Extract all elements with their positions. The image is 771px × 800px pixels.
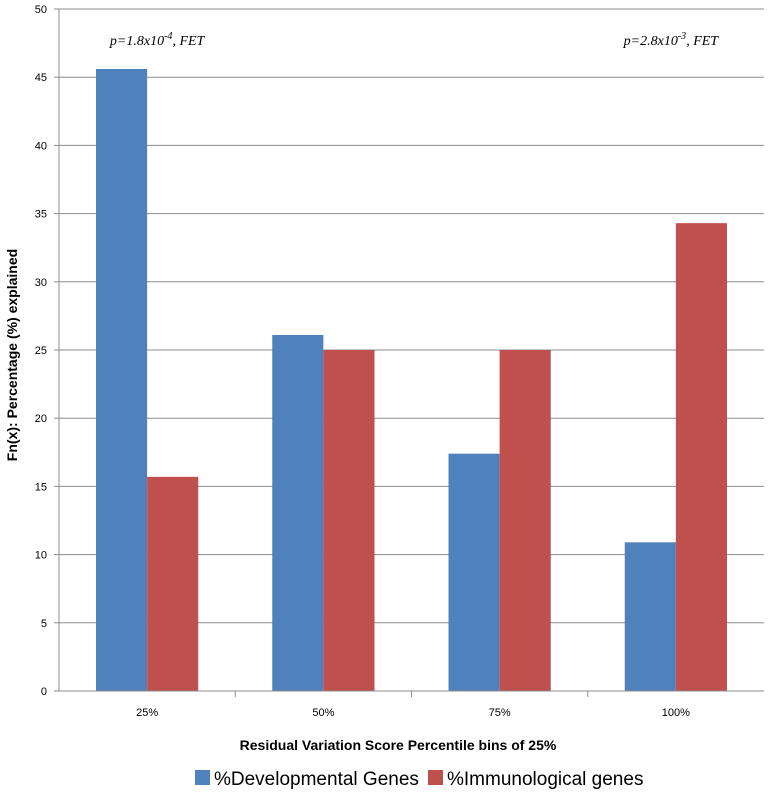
p-value-annotation: p=1.8x10-4, FET [109, 31, 206, 49]
y-tick-label: 40 [35, 140, 47, 152]
legend-label: %Developmental Genes [214, 769, 419, 790]
legend-swatch [195, 770, 210, 785]
legend-label: %Immunological genes [447, 769, 643, 790]
bar-developmental [272, 334, 324, 691]
bar-developmental [96, 69, 148, 692]
y-tick-label: 5 [41, 618, 47, 630]
bar-developmental [448, 453, 500, 691]
bar-immunological [323, 350, 375, 691]
y-tick-label: 25 [35, 345, 47, 357]
y-axis-title: Fn(x): Percentage (%) explained [4, 249, 20, 461]
y-tick-label: 50 [35, 4, 47, 16]
x-tick-label: 75% [489, 707, 511, 719]
bars [96, 69, 727, 692]
bar-immunological [147, 476, 199, 691]
y-tick-label: 20 [35, 413, 47, 425]
y-tick-label: 30 [35, 277, 47, 289]
y-tick-label: 35 [35, 209, 47, 221]
legend-swatch [428, 770, 443, 785]
y-tick-label: 45 [35, 72, 47, 84]
x-tick-label: 50% [312, 707, 334, 719]
x-tick-labels: 25% 50% 75% 100% [136, 707, 690, 719]
y-tick-label: 10 [35, 550, 47, 562]
y-tick-label: 15 [35, 481, 47, 493]
bar-developmental [624, 542, 676, 691]
y-tick-labels: 0 5 10 15 20 25 30 35 40 45 50 [35, 4, 47, 698]
y-tick-label: 0 [41, 686, 47, 698]
bar-immunological [499, 350, 551, 691]
bar-immunological [675, 223, 727, 691]
x-tick-label: 100% [662, 707, 690, 719]
legend: %Developmental Genes %Immunological genes [195, 769, 643, 790]
p-value-annotation: p=2.8x10-3, FET [623, 31, 720, 49]
annotations: p=1.8x10-4, FET p=2.8x10-3, FET [109, 31, 719, 49]
x-tick-label: 25% [136, 707, 158, 719]
axes [54, 8, 764, 697]
x-axis-title: Residual Variation Score Percentile bins… [240, 737, 557, 753]
